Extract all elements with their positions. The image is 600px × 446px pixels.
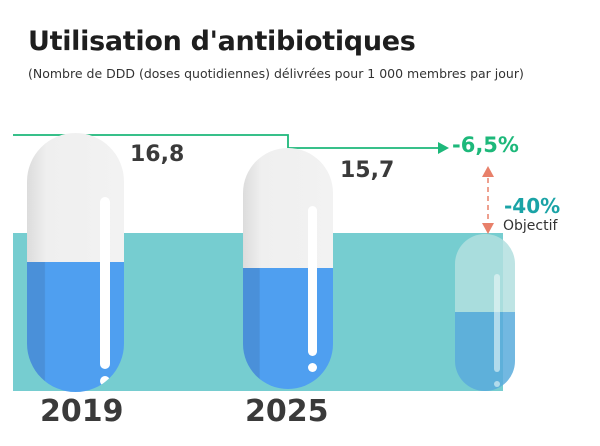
pill-top <box>455 234 515 312</box>
year-label-2019: 2019 <box>40 394 124 429</box>
pill-highlight <box>100 197 110 369</box>
pill-highlight <box>494 274 500 372</box>
value-label-2019: 16,8 <box>130 142 185 167</box>
value-label-2025: 15,7 <box>340 158 395 183</box>
pill-highlight-dot <box>494 381 500 387</box>
chart-title: Utilisation d'antibiotiques <box>28 26 416 57</box>
pill-top <box>243 148 333 268</box>
pill-2019 <box>27 133 124 392</box>
arrow-down-icon <box>482 223 494 234</box>
pill-bottom <box>455 312 515 391</box>
change-label: -6,5% <box>452 133 519 157</box>
pill-highlight <box>308 206 317 356</box>
chart-subtitle: (Nombre de DDD (doses quotidiennes) déli… <box>28 66 524 81</box>
pill-2025 <box>243 148 333 389</box>
pill-highlight-dot <box>100 376 110 386</box>
arrow-right-icon <box>438 142 449 154</box>
pill-objective <box>455 234 515 391</box>
objective-text: Objectif <box>503 218 558 234</box>
pill-bottom <box>243 268 333 389</box>
arrow-up-icon <box>482 166 494 177</box>
change-connector <box>13 134 440 149</box>
pill-highlight-dot <box>308 363 317 372</box>
objective-percent: -40% <box>504 194 561 218</box>
year-label-2025: 2025 <box>245 394 329 429</box>
